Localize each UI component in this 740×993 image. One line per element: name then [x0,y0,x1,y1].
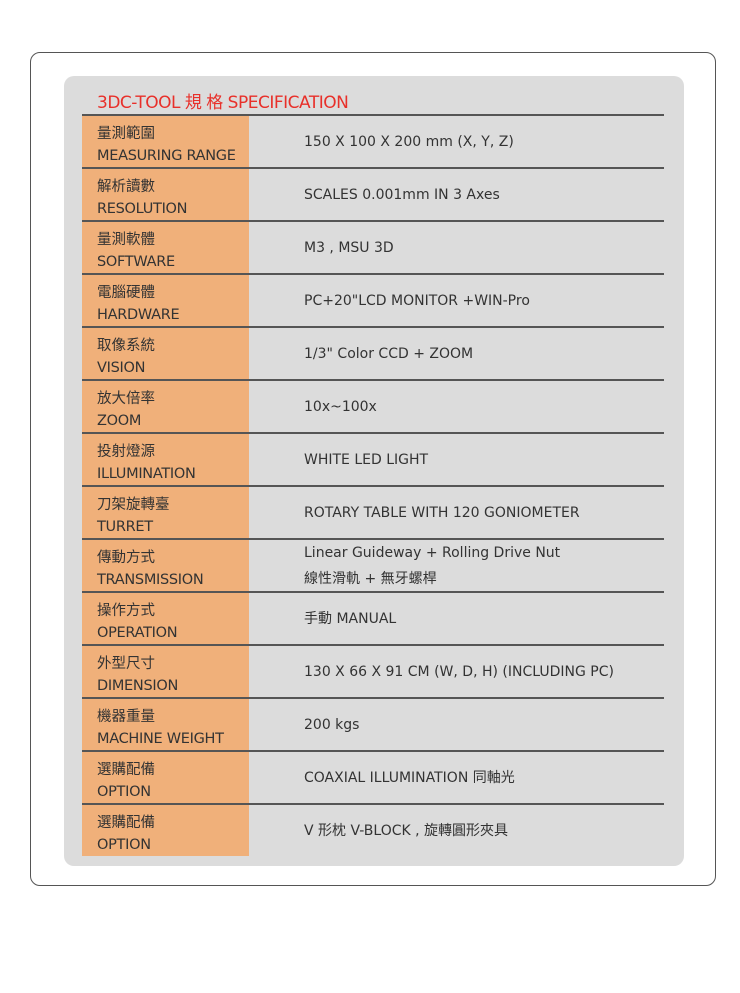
spec-row: 量測範圍 MEASURING RANGE 150 X 100 X 200 mm … [82,114,664,167]
spec-label-cell: 外型尺寸 DIMENSION [82,646,249,697]
spec-value-line: 130 X 66 X 91 CM (W, D, H) (INCLUDING PC… [304,663,614,680]
spec-row: 操作方式 OPERATION 手動 MANUAL [82,591,664,644]
spec-value: V 形枕 V-BLOCK , 旋轉圓形夾具 [304,805,508,856]
spec-value-line: 200 kgs [304,716,360,733]
spec-label-zh: 取像系統 [97,338,155,354]
spec-value-line: 手動 MANUAL [304,610,397,627]
spec-label-zh: 解析讀數 [97,179,155,195]
spec-value-line: COAXIAL ILLUMINATION 同軸光 [304,769,515,786]
spec-row: 電腦硬體 HARDWARE PC+20"LCD MONITOR +WIN-Pro [82,273,664,326]
spec-label-en: MEASURING RANGE [97,148,236,164]
spec-label-cell: 放大倍率 ZOOM [82,381,249,432]
spec-row: 外型尺寸 DIMENSION 130 X 66 X 91 CM (W, D, H… [82,644,664,697]
spec-label-en: OPTION [97,837,151,853]
spec-value-line: Linear Guideway + Rolling Drive Nut [304,544,561,561]
spec-row: 選購配備 OPTION V 形枕 V-BLOCK , 旋轉圓形夾具 [82,803,664,856]
spec-label-cell: 解析讀數 RESOLUTION [82,169,249,220]
spec-row: 放大倍率 ZOOM 10x~100x [82,379,664,432]
spec-value: PC+20"LCD MONITOR +WIN-Pro [304,275,530,326]
spec-value-line: ROTARY TABLE WITH 120 GONIOMETER [304,504,580,521]
spec-label-en: VISION [97,360,146,376]
spec-value-line: PC+20"LCD MONITOR +WIN-Pro [304,292,530,309]
spec-label-en: HARDWARE [97,307,180,323]
spec-label-cell: 操作方式 OPERATION [82,593,249,644]
spec-label-cell: 取像系統 VISION [82,328,249,379]
spec-label-en: TRANSMISSION [97,572,204,588]
spec-label-zh: 投射燈源 [97,444,155,460]
spec-label-zh: 傳動方式 [97,550,155,566]
spec-label-zh: 外型尺寸 [97,656,155,672]
spec-label-cell: 電腦硬體 HARDWARE [82,275,249,326]
spec-value: WHITE LED LIGHT [304,434,428,485]
spec-label-zh: 刀架旋轉臺 [97,497,170,513]
spec-value-line: 1/3" Color CCD + ZOOM [304,345,474,362]
outer-frame [30,52,716,886]
spec-value: 150 X 100 X 200 mm (X, Y, Z) [304,116,514,167]
spec-row: 傳動方式 TRANSMISSION Linear Guideway + Roll… [82,538,664,591]
spec-label-en: ILLUMINATION [97,466,196,482]
spec-label-cell: 量測範圍 MEASURING RANGE [82,116,249,167]
spec-row: 解析讀數 RESOLUTION SCALES 0.001mm IN 3 Axes [82,167,664,220]
spec-value: M3 , MSU 3D [304,222,394,273]
spec-label-zh: 機器重量 [97,709,155,725]
spec-value-line: V 形枕 V-BLOCK , 旋轉圓形夾具 [304,822,509,839]
spec-value: 200 kgs [304,699,359,750]
spec-value-line: 10x~100x [304,398,377,415]
spec-label-zh: 放大倍率 [97,391,155,407]
spec-label-cell: 投射燈源 ILLUMINATION [82,434,249,485]
spec-label-en: RESOLUTION [97,201,188,217]
spec-label-en: OPERATION [97,625,178,641]
spec-label-cell: 機器重量 MACHINE WEIGHT [82,699,249,750]
spec-value-line: WHITE LED LIGHT [304,451,429,468]
spec-label-zh: 量測範圍 [97,126,155,142]
spec-label-en: DIMENSION [97,678,179,694]
spec-label-zh: 操作方式 [97,603,155,619]
spec-row: 投射燈源 ILLUMINATION WHITE LED LIGHT [82,432,664,485]
spec-table: 量測範圍 MEASURING RANGE 150 X 100 X 200 mm … [82,114,664,856]
spec-label-cell: 選購配備 OPTION [82,805,249,856]
spec-value: 手動 MANUAL [304,593,396,644]
spec-label-zh: 選購配備 [97,762,155,778]
spec-label-en: SOFTWARE [97,254,175,270]
spec-value-line: M3 , MSU 3D [304,239,394,256]
spec-label-zh: 電腦硬體 [97,285,155,301]
spec-row: 選購配備 OPTION COAXIAL ILLUMINATION 同軸光 [82,750,664,803]
spec-row: 刀架旋轉臺 TURRET ROTARY TABLE WITH 120 GONIO… [82,485,664,538]
spec-value: 1/3" Color CCD + ZOOM [304,328,473,379]
spec-value: Linear Guideway + Rolling Drive Nut 線性滑軌 … [304,540,560,591]
page-title: 3DC-TOOL 規 格 SPECIFICATION [97,93,349,113]
spec-label-en: OPTION [97,784,151,800]
spec-label-en: MACHINE WEIGHT [97,731,224,747]
spec-row: 機器重量 MACHINE WEIGHT 200 kgs [82,697,664,750]
spec-value-line: 150 X 100 X 200 mm (X, Y, Z) [304,133,514,150]
spec-row: 取像系統 VISION 1/3" Color CCD + ZOOM [82,326,664,379]
spec-label-cell: 量測軟體 SOFTWARE [82,222,249,273]
spec-label-zh: 選購配備 [97,815,155,831]
spec-value: COAXIAL ILLUMINATION 同軸光 [304,752,515,803]
spec-label-cell: 傳動方式 TRANSMISSION [82,540,249,591]
spec-value: 130 X 66 X 91 CM (W, D, H) (INCLUDING PC… [304,646,614,697]
spec-label-cell: 刀架旋轉臺 TURRET [82,487,249,538]
spec-value: ROTARY TABLE WITH 120 GONIOMETER [304,487,580,538]
spec-value: 10x~100x [304,381,377,432]
spec-label-cell: 選購配備 OPTION [82,752,249,803]
spec-label-zh: 量測軟體 [97,232,155,248]
spec-label-en: ZOOM [97,413,142,429]
spec-row: 量測軟體 SOFTWARE M3 , MSU 3D [82,220,664,273]
spec-value-line: SCALES 0.001mm IN 3 Axes [304,186,500,203]
spec-value-line: 線性滑軌 + 無牙螺桿 [304,570,437,587]
spec-label-en: TURRET [97,519,153,535]
spec-value: SCALES 0.001mm IN 3 Axes [304,169,500,220]
